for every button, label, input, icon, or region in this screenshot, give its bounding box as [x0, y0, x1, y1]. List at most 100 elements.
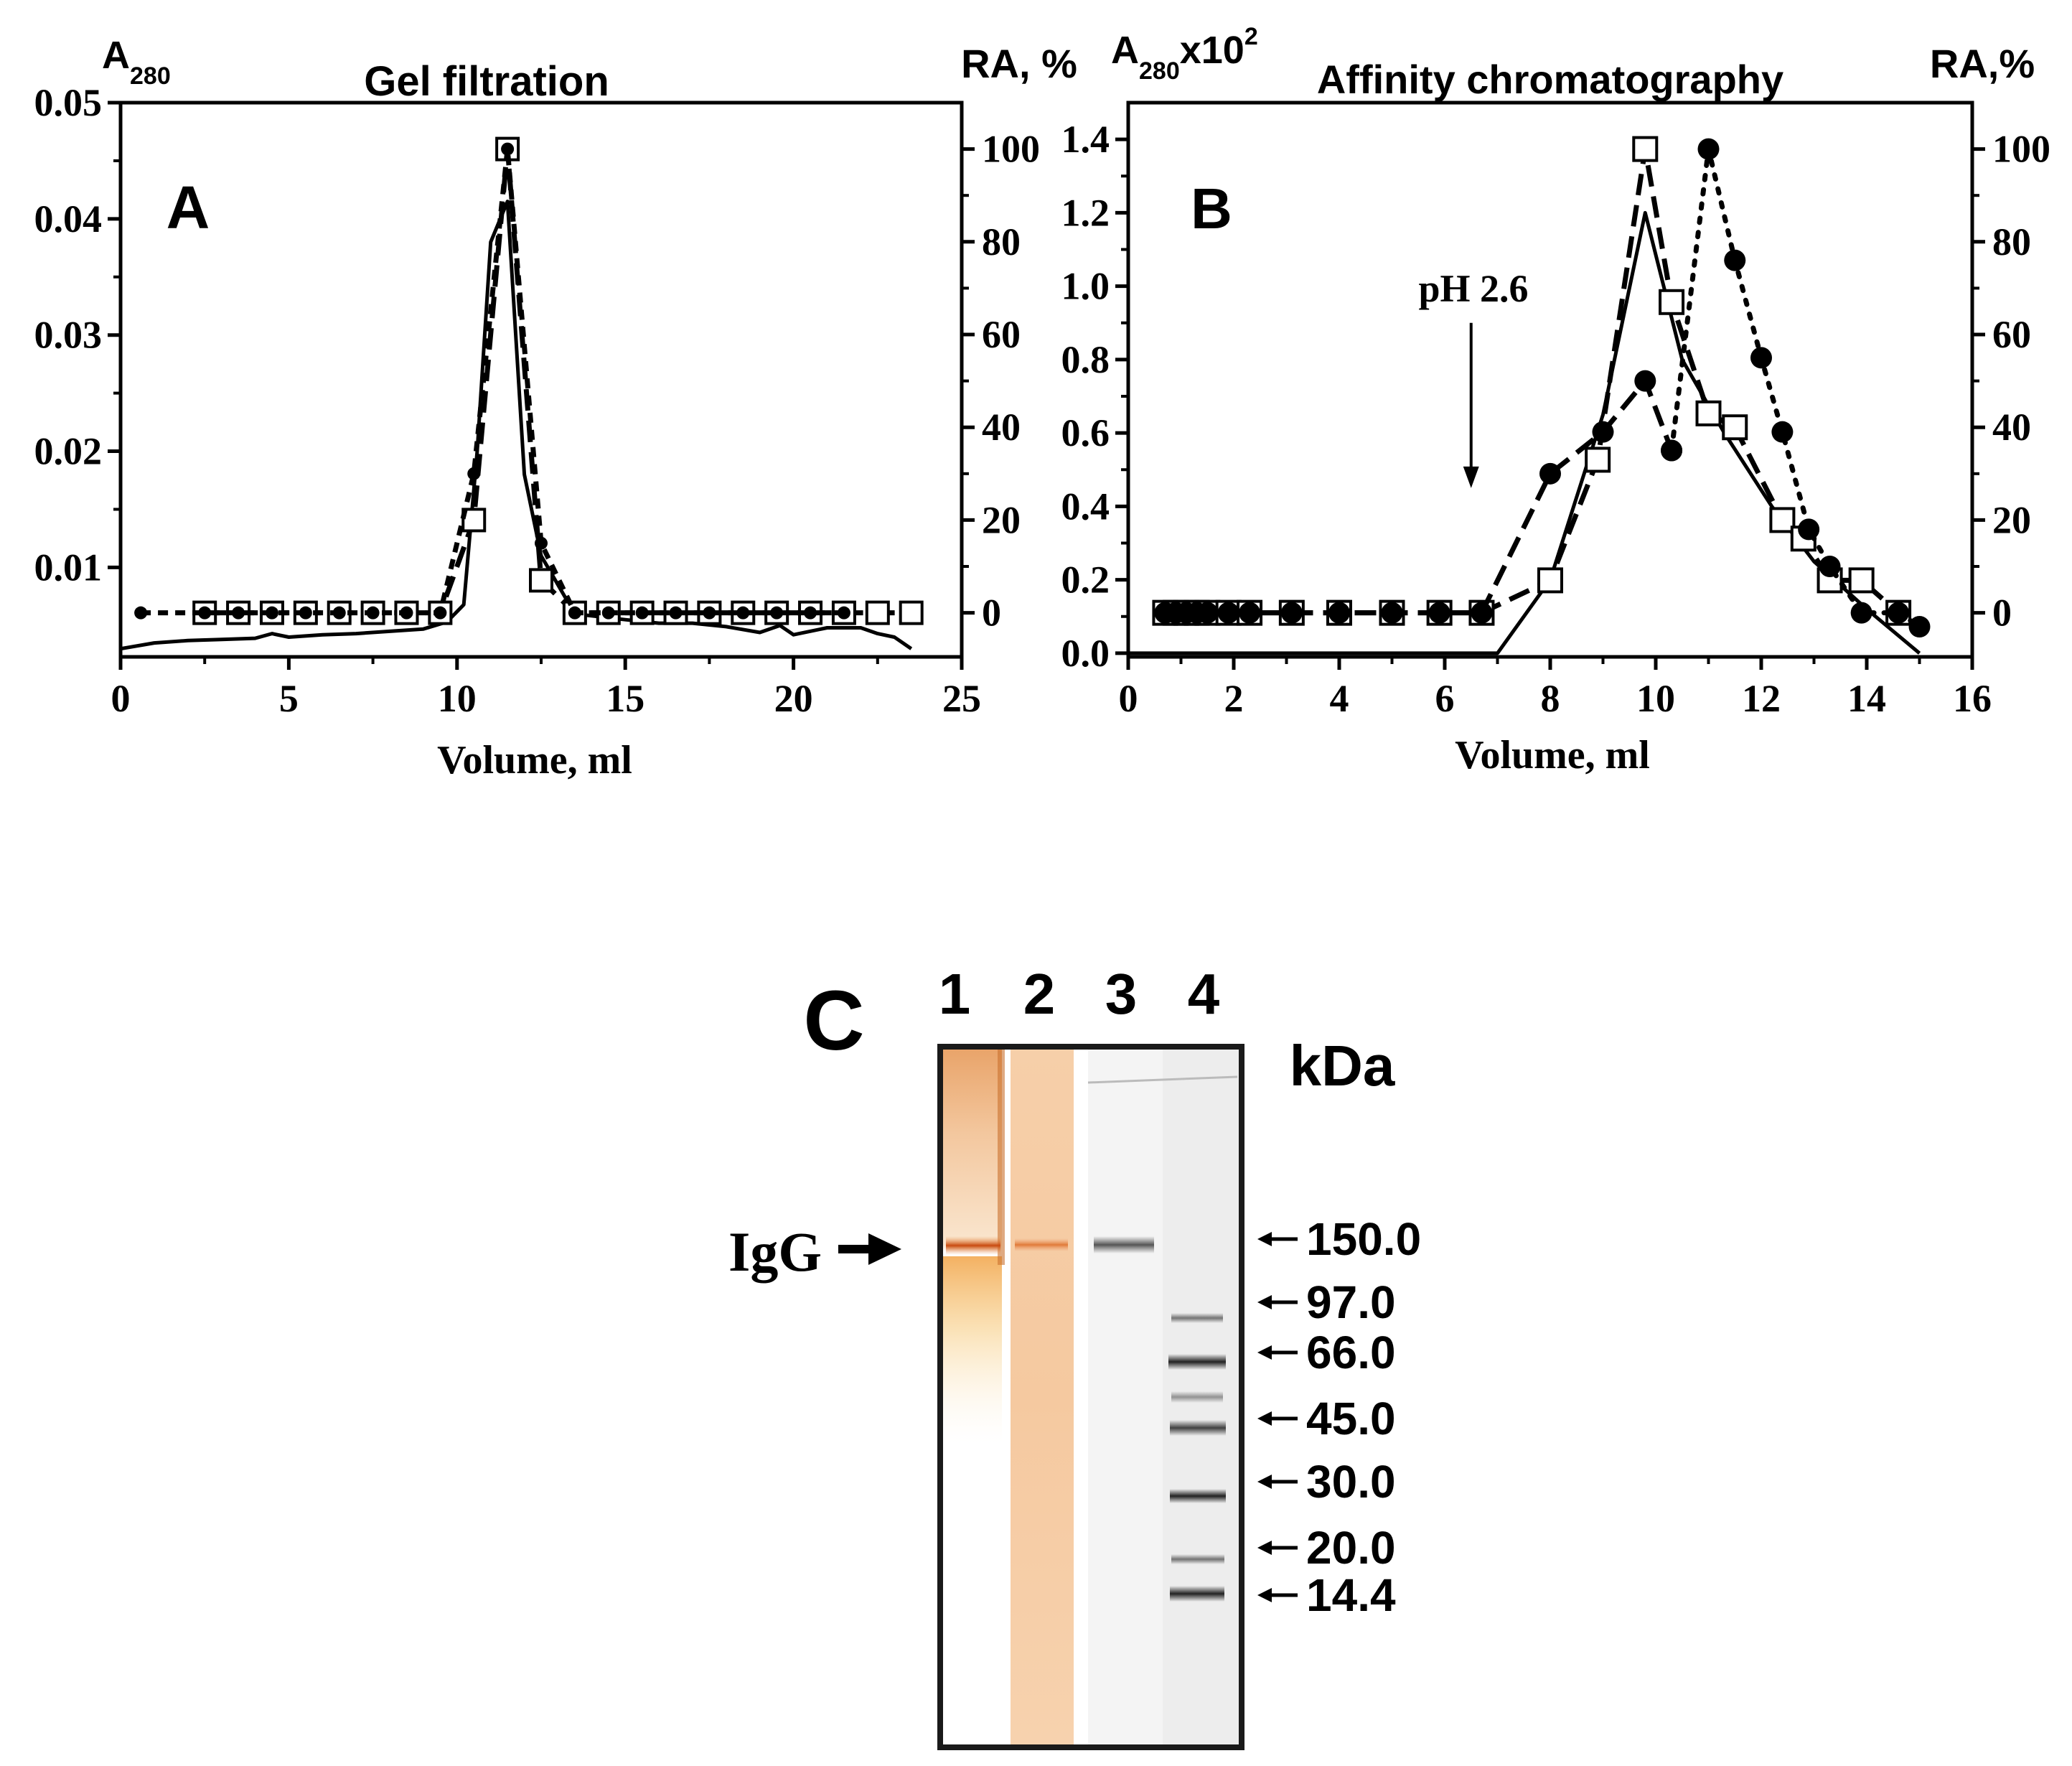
data-point-circle — [1381, 602, 1403, 624]
series-line-3 — [1669, 146, 1922, 630]
series-a — [120, 136, 924, 651]
data-point-circle — [1697, 138, 1720, 160]
marker-label: 45.0 — [1306, 1393, 1396, 1444]
series-line-2 — [141, 146, 844, 616]
data-point-circle — [1196, 602, 1219, 624]
data-point-circle — [804, 606, 817, 620]
lane-label-4: 4 — [1188, 962, 1220, 1026]
marker-label: 30.0 — [1306, 1456, 1396, 1508]
data-point-square — [1585, 447, 1611, 473]
gel-top-line — [1087, 1075, 1238, 1084]
chart-gel-filtration: 0 5 10 15 20 25 0.01 0.02 0.03 0.04 0.05 0 20 40 60 8… — [34, 34, 1077, 782]
x-tick-label: 10 — [1636, 677, 1675, 720]
data-point-circle — [299, 606, 312, 620]
data-point-square — [1695, 400, 1722, 426]
marker-band-14 — [1170, 1586, 1224, 1602]
y-right-tick-label: 60 — [982, 313, 1021, 356]
y-left-ticks-a: 0.01 0.02 0.03 0.04 0.05 — [34, 81, 121, 589]
data-point-circle — [1592, 421, 1614, 443]
data-point-circle — [1471, 602, 1493, 624]
series-line-0 — [120, 200, 913, 651]
data-point-circle — [1280, 602, 1303, 624]
y-left-axis-label-a: A280 — [102, 34, 171, 90]
arrow-left-icon — [1257, 1232, 1272, 1246]
x-ticks-a: 0 5 10 15 20 25 — [111, 657, 981, 720]
lane-2 — [1011, 1050, 1074, 1746]
data-point-circle — [332, 606, 346, 620]
band-lane-3-igg — [1094, 1236, 1154, 1253]
x-tick-label: 0 — [1119, 677, 1138, 720]
data-point-circle — [1328, 602, 1350, 624]
data-point-circle — [669, 606, 683, 620]
ph-annotation-label: pH 2.6 — [1418, 267, 1528, 310]
marker-band-20 — [1171, 1554, 1224, 1564]
y-right-ticks-a: 0 20 40 60 80 100 — [962, 128, 1040, 635]
series-b — [1128, 136, 1931, 655]
series-line-2 — [1165, 378, 1674, 616]
x-tick-label: 4 — [1330, 677, 1349, 720]
arrow-left-icon — [1257, 1345, 1272, 1360]
arrow-left-icon — [1257, 1411, 1272, 1426]
data-point-circle — [501, 142, 515, 156]
arrow-left-icon — [1257, 1295, 1272, 1309]
data-point-circle — [433, 606, 447, 620]
y-right-tick-label: 100 — [1992, 128, 2050, 171]
data-point-circle — [232, 606, 245, 620]
data-point-circle — [1239, 602, 1261, 624]
data-point-circle — [1724, 249, 1746, 271]
y-right-tick-label: 20 — [1992, 498, 2031, 541]
marker-labels: 150.0 97.066.0 45.0 30.0 20.014.4 — [1257, 1213, 1421, 1621]
data-point-square — [899, 600, 924, 625]
y-left-tick-label: 0.8 — [1061, 338, 1110, 381]
lane-3 — [1088, 1050, 1163, 1746]
data-point-circle — [1661, 439, 1683, 462]
data-point-square — [865, 600, 890, 625]
marker-band-97 — [1171, 1313, 1223, 1323]
data-point-circle — [736, 606, 750, 620]
data-point-circle — [467, 467, 481, 480]
marker-band-66 — [1168, 1354, 1226, 1370]
x-ticks-b: 0 2 4 6 8 10 12 14 16 — [1119, 657, 1992, 720]
y-left-tick-label: 0.4 — [1061, 485, 1110, 528]
x-tick-label: 12 — [1742, 677, 1781, 720]
data-point-circle — [134, 606, 148, 620]
igg-label: IgG — [728, 1220, 822, 1283]
y-right-axis-label-a: RA, % — [961, 41, 1077, 86]
panel-label-c: C — [803, 973, 864, 1068]
y-right-ticks-b: 0 20 40 60 80 100 — [1972, 128, 2050, 635]
data-point-square — [1659, 289, 1685, 315]
igg-arrow-icon — [838, 1233, 901, 1265]
y-right-tick-label: 80 — [982, 220, 1021, 263]
marker-band-66b — [1171, 1391, 1223, 1403]
marker-label: 97.0 — [1306, 1276, 1396, 1328]
data-point-square — [1537, 567, 1563, 594]
y-right-tick-label: 40 — [982, 406, 1021, 449]
data-point-circle — [837, 606, 850, 620]
data-point-circle — [1750, 347, 1772, 369]
y-right-tick-label: 40 — [1992, 406, 2031, 449]
panel-label-a: A — [167, 174, 210, 241]
marker-label: 14.4 — [1306, 1569, 1396, 1621]
data-point-circle — [198, 606, 212, 620]
arrow-left-icon — [1257, 1475, 1272, 1489]
arrow-left-icon — [1257, 1588, 1272, 1602]
x-tick-label: 16 — [1953, 677, 1992, 720]
x-tick-label: 8 — [1541, 677, 1560, 720]
data-point-circle — [400, 606, 413, 620]
data-point-circle — [1771, 421, 1794, 443]
data-point-square — [1632, 136, 1659, 162]
arrow-down-icon — [1463, 466, 1479, 488]
y-left-tick-label: 0.05 — [34, 81, 103, 124]
x-tick-label: 10 — [438, 677, 477, 720]
x-tick-label: 25 — [942, 677, 981, 720]
y-left-tick-label: 1.0 — [1061, 265, 1110, 308]
data-point-circle — [770, 606, 784, 620]
lane-1-smear — [943, 1256, 1002, 1443]
data-point-circle — [1908, 616, 1931, 638]
x-tick-label: 5 — [279, 677, 299, 720]
chart-title-a: Gel filtration — [364, 58, 609, 105]
lane-label-3: 3 — [1105, 962, 1138, 1026]
data-point-circle — [635, 606, 649, 620]
band-lane-1-igg — [946, 1236, 1000, 1255]
